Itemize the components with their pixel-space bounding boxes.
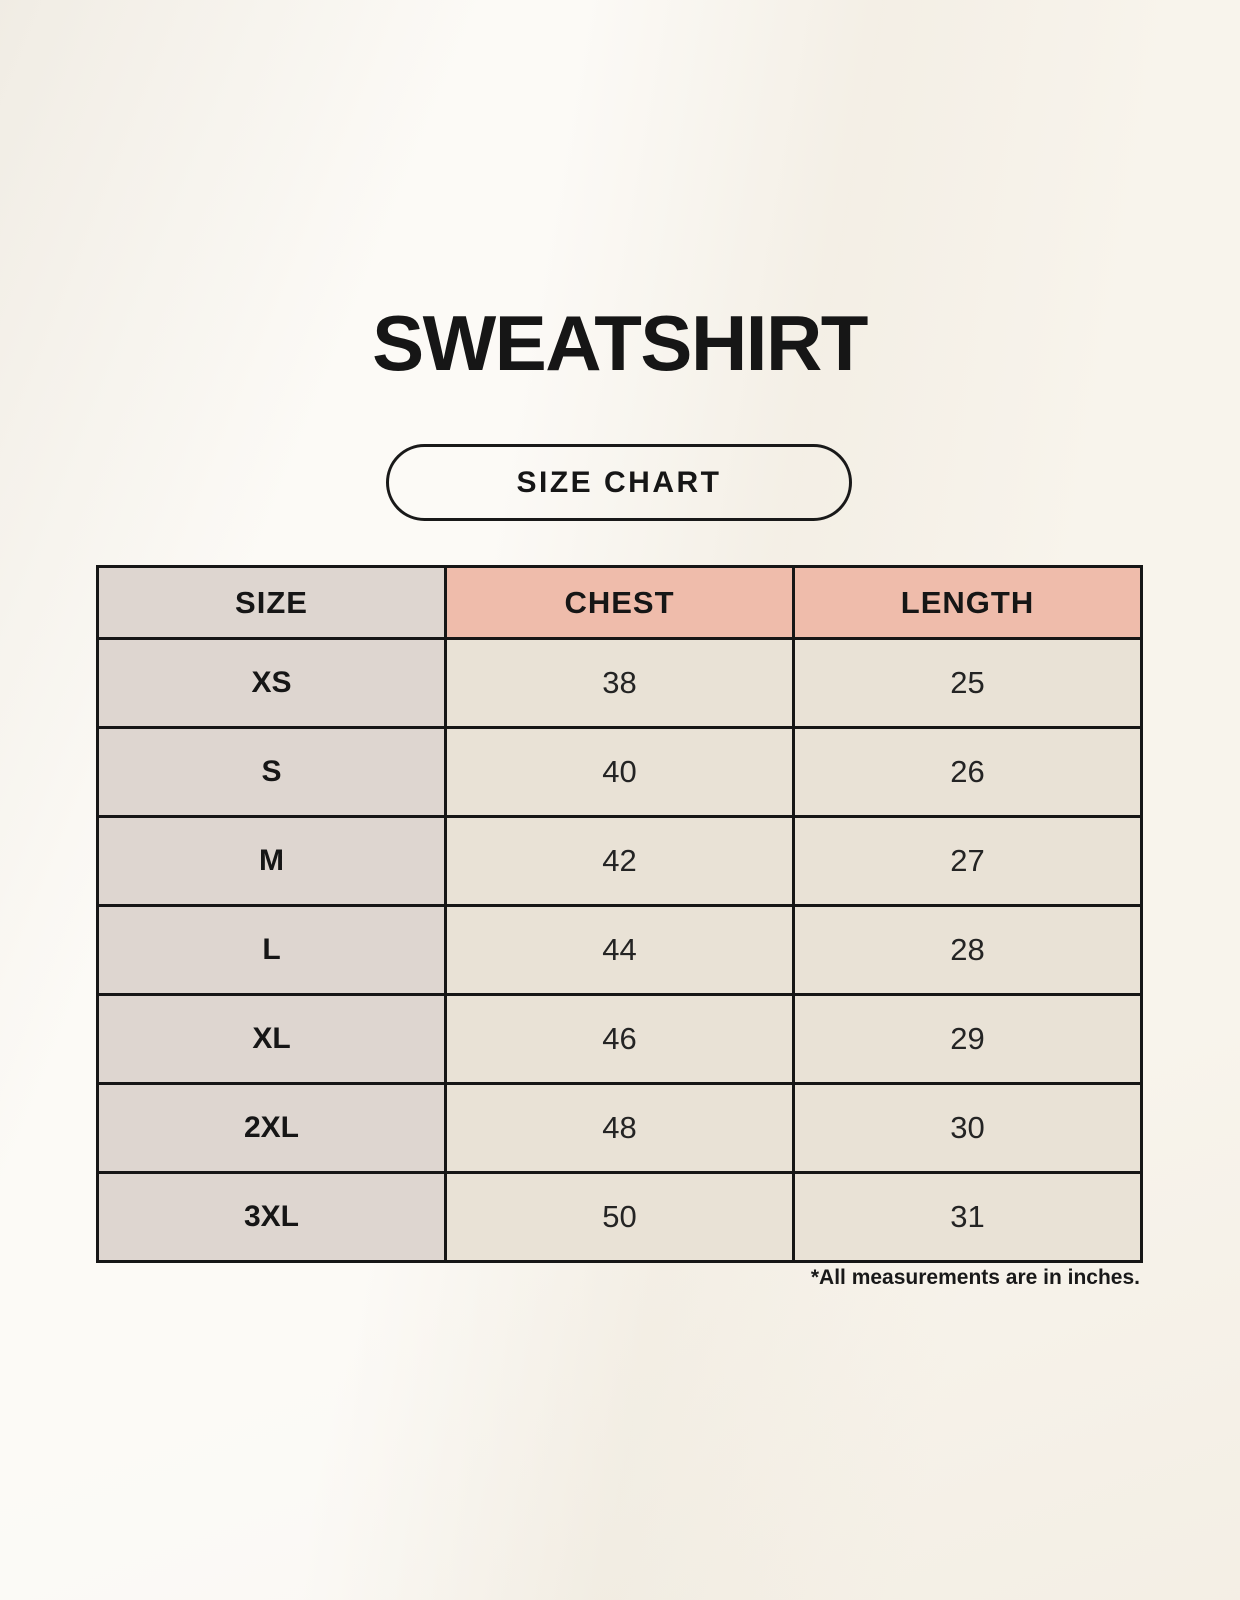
size-label: 3XL — [96, 1171, 447, 1263]
measurements-footnote: *All measurements are in inches. — [810, 1266, 1140, 1289]
table-row: 3XL 50 31 — [96, 1171, 1143, 1263]
column-header-size: SIZE — [96, 565, 447, 640]
size-label: XL — [96, 993, 447, 1085]
length-value: 28 — [792, 904, 1143, 996]
size-table-container: SIZE CHEST LENGTH XS 38 25 S 40 26 M — [96, 565, 1143, 1263]
length-value: 29 — [792, 993, 1143, 1085]
size-label: 2XL — [96, 1082, 447, 1174]
length-value: 26 — [792, 726, 1143, 818]
length-value: 31 — [792, 1171, 1143, 1263]
chest-value: 40 — [444, 726, 795, 818]
table-row: XS 38 25 — [96, 637, 1143, 729]
size-label: S — [96, 726, 447, 818]
table-header-row: SIZE CHEST LENGTH — [96, 565, 1143, 640]
table-row: XL 46 29 — [96, 993, 1143, 1085]
size-label: L — [96, 904, 447, 996]
column-header-chest: CHEST — [444, 565, 795, 640]
column-header-length: LENGTH — [792, 565, 1143, 640]
chest-value: 48 — [444, 1082, 795, 1174]
chest-value: 46 — [444, 993, 795, 1085]
size-label: XS — [96, 637, 447, 729]
chest-value: 42 — [444, 815, 795, 907]
size-table: SIZE CHEST LENGTH XS 38 25 S 40 26 M — [96, 565, 1143, 1263]
page-title: SWEATSHIRT — [372, 299, 868, 387]
size-chart-badge[interactable]: SIZE CHART — [386, 444, 852, 521]
length-value: 27 — [792, 815, 1143, 907]
chest-value: 50 — [444, 1171, 795, 1263]
length-value: 30 — [792, 1082, 1143, 1174]
table-row: L 44 28 — [96, 904, 1143, 996]
size-chart-badge-label: SIZE CHART — [516, 465, 722, 499]
table-row: S 40 26 — [96, 726, 1143, 818]
chest-value: 44 — [444, 904, 795, 996]
chest-value: 38 — [444, 637, 795, 729]
table-row: M 42 27 — [96, 815, 1143, 907]
size-label: M — [96, 815, 447, 907]
table-row: 2XL 48 30 — [96, 1082, 1143, 1174]
length-value: 25 — [792, 637, 1143, 729]
